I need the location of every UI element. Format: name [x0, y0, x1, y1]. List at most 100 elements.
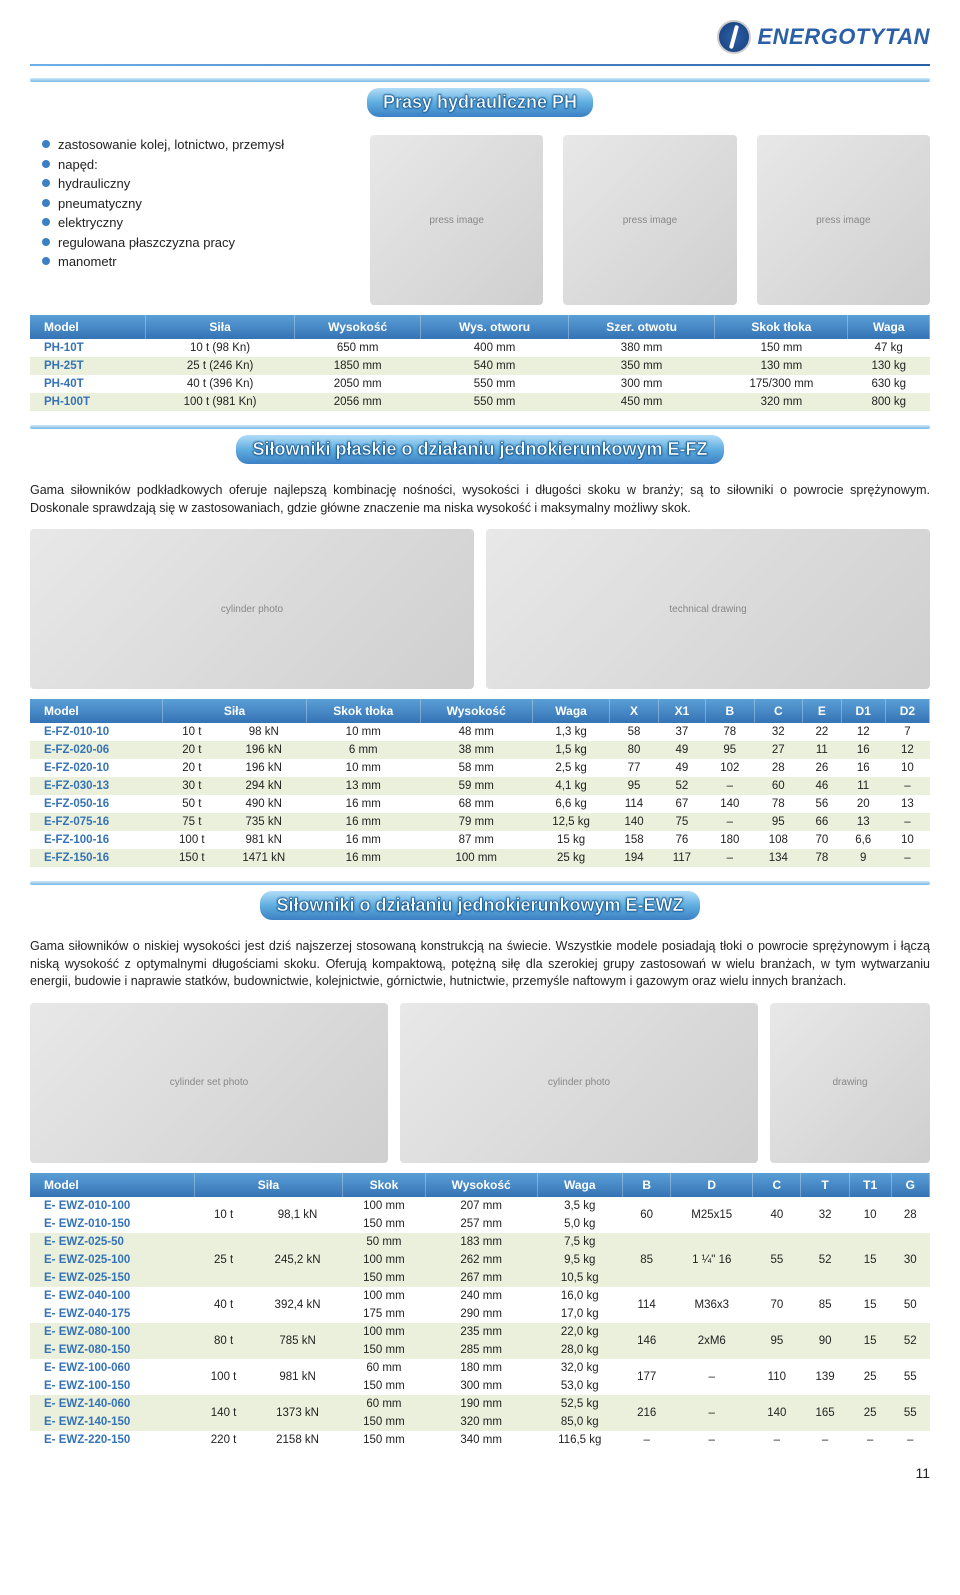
table-cell: 53,0 kg [537, 1377, 623, 1395]
table-cell: 28 [754, 759, 803, 777]
table-cell: 95 [610, 777, 659, 795]
section2-paragraph: Gama siłowników podkładkowych oferuje na… [30, 482, 930, 517]
table-cell: 108 [754, 831, 803, 849]
table-header-cell: Model [30, 699, 163, 723]
table-cell: E- EWZ-040-175 [30, 1305, 195, 1323]
table-cell: PH-100T [30, 393, 146, 411]
product-image-eewz-1: cylinder set photo [30, 1003, 388, 1163]
table-cell: 6,6 [841, 831, 885, 849]
table-cell: – [753, 1431, 801, 1449]
table-cell: 13 mm [306, 777, 420, 795]
table-cell: 2158 kN [253, 1431, 343, 1449]
table-cell: 10 [885, 831, 929, 849]
table-cell: 6 mm [306, 741, 420, 759]
table-cell: 550 mm [421, 393, 568, 411]
table-cell: 1 ¼" 16 [671, 1233, 753, 1287]
table-cell: 55 [891, 1359, 929, 1395]
bullet-item: regulowana płaszczyzna pracy [42, 233, 350, 253]
table-cell: 180 mm [425, 1359, 537, 1377]
table-cell: 114 [610, 795, 659, 813]
section3-image-row: cylinder set photo cylinder photo drawin… [30, 1003, 930, 1163]
table-cell: 22,0 kg [537, 1323, 623, 1341]
section-top-line [30, 78, 930, 82]
table-cell: 981 kN [253, 1359, 343, 1395]
table-row: E- EWZ-080-10080 t785 kN100 mm235 mm22,0… [30, 1323, 930, 1341]
table-cell: 650 mm [294, 339, 420, 357]
table-header-cell: Waga [537, 1173, 623, 1197]
table-cell: 10 t [195, 1197, 253, 1233]
table-cell: – [891, 1431, 929, 1449]
table-cell: 27 [754, 741, 803, 759]
table-cell: E- EWZ-025-50 [30, 1233, 195, 1251]
table-cell: E-FZ-050-16 [30, 795, 163, 813]
bullet-item: zastosowanie kolej, lotnictwo, przemysł [42, 135, 350, 155]
table-header-cell: Wysokość [420, 699, 532, 723]
table-cell: E- EWZ-040-100 [30, 1287, 195, 1305]
feature-bullet-list: zastosowanie kolej, lotnictwo, przemysłn… [30, 135, 350, 305]
table-cell: 78 [706, 723, 755, 741]
table-cell: 49 [658, 759, 705, 777]
table-cell: 4,1 kg [532, 777, 609, 795]
table-cell: 90 [801, 1323, 849, 1359]
table-cell: 2xM6 [671, 1323, 753, 1359]
table-cell: M36x3 [671, 1287, 753, 1323]
table-cell: 2,5 kg [532, 759, 609, 777]
table-header-cell: Model [30, 1173, 195, 1197]
table-cell: 139 [801, 1359, 849, 1395]
table-header-row: ModelSiłaSkokWysokośćWagaBDCTT1G [30, 1173, 930, 1197]
table-cell: PH-40T [30, 375, 146, 393]
bullet-item: napęd: [42, 155, 350, 175]
table-header-cell: C [754, 699, 803, 723]
bullet-item: manometr [42, 252, 350, 272]
table-cell: 52 [658, 777, 705, 795]
table-cell: 58 mm [420, 759, 532, 777]
table-cell: 194 [610, 849, 659, 867]
table-cell: 116,5 kg [537, 1431, 623, 1449]
table-cell: 70 [803, 831, 842, 849]
table-header-cell: B [706, 699, 755, 723]
table-cell: 175/300 mm [715, 375, 848, 393]
table-cell: 320 mm [715, 393, 848, 411]
table-header-cell: X [610, 699, 659, 723]
table-cell: 25 t [195, 1233, 253, 1287]
table-cell: E- EWZ-100-060 [30, 1359, 195, 1377]
table-row: E-FZ-075-1675 t735 kN16 mm79 mm12,5 kg14… [30, 813, 930, 831]
table-header-cell: T1 [849, 1173, 891, 1197]
table-cell: E-FZ-020-10 [30, 759, 163, 777]
product-image-efz-photo: cylinder photo [30, 529, 474, 689]
table-cell: 28 [891, 1197, 929, 1233]
table-header-cell: Skok tłoka [306, 699, 420, 723]
table-cell: – [706, 849, 755, 867]
table-cell: E-FZ-075-16 [30, 813, 163, 831]
table-cell: 55 [753, 1233, 801, 1287]
page-number: 11 [30, 1465, 930, 1481]
table-cell: 350 mm [568, 357, 715, 375]
table-cell: 15 [849, 1287, 891, 1323]
table-row: E- EWZ-220-150220 t2158 kN150 mm340 mm11… [30, 1431, 930, 1449]
table-cell: 15 [849, 1233, 891, 1287]
table-cell: 294 kN [221, 777, 306, 795]
table-header-cell: Siła [146, 315, 295, 339]
table-cell: 37 [658, 723, 705, 741]
product-image-efz-drawing: technical drawing [486, 529, 930, 689]
table-header-row: ModelSiłaSkok tłokaWysokośćWagaXX1BCED1D… [30, 699, 930, 723]
table-cell: 180 [706, 831, 755, 849]
table-cell: 380 mm [568, 339, 715, 357]
table-cell: 150 mm [342, 1431, 425, 1449]
table-cell: 10 [849, 1197, 891, 1233]
table-cell: 87 mm [420, 831, 532, 849]
table-cell: E- EWZ-010-100 [30, 1197, 195, 1215]
product-image-press-3: press image [757, 135, 930, 305]
table-cell: 7,5 kg [537, 1233, 623, 1251]
table-header-row: ModelSiłaWysokośćWys. otworuSzer. otwotu… [30, 315, 930, 339]
table-cell: – [849, 1431, 891, 1449]
table-cell: 48 mm [420, 723, 532, 741]
table-cell: E- EWZ-140-060 [30, 1395, 195, 1413]
table-cell: 240 mm [425, 1287, 537, 1305]
table-body: E- EWZ-010-10010 t98,1 kN100 mm207 mm3,5… [30, 1197, 930, 1449]
table-cell: 95 [754, 813, 803, 831]
table-cell: 10 t (98 Kn) [146, 339, 295, 357]
table-cell: 392,4 kN [253, 1287, 343, 1323]
table-cell: E-FZ-150-16 [30, 849, 163, 867]
table-header-cell: Wysokość [425, 1173, 537, 1197]
